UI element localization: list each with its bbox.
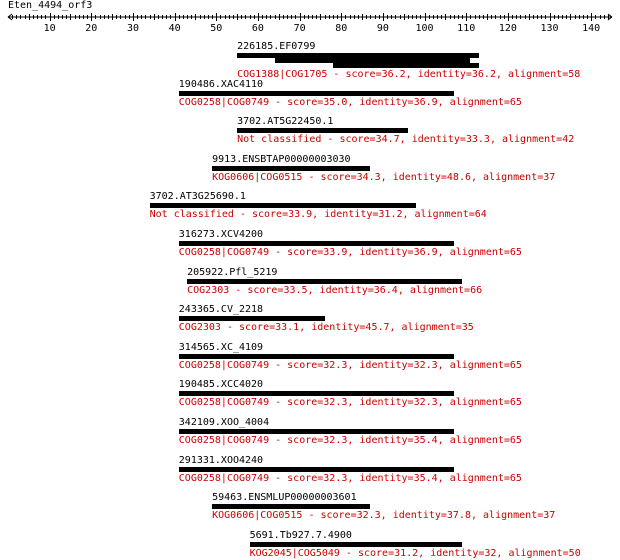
hit-description[interactable]: COG0258|COG0749 - score=35.0, identity=3… — [178, 96, 522, 108]
axis-tick-label: 20 — [85, 23, 97, 34]
hit-description[interactable]: KOG0606|COG0515 - score=34.3, identity=4… — [212, 171, 556, 183]
hit-label[interactable]: 3702.AT5G22450.1 — [237, 116, 334, 128]
hit-alignment-bar[interactable] — [212, 165, 371, 171]
hit-alignment-bar[interactable] — [178, 429, 454, 434]
hit-label[interactable]: 205922.Pfl_5219 — [187, 266, 278, 278]
hit-alignment-bar[interactable] — [212, 504, 371, 510]
axis-tick-label: 140 — [582, 23, 600, 34]
hit-label[interactable]: 190486.XAC4110 — [178, 78, 264, 90]
axis-tick-label: 80 — [335, 23, 347, 34]
hit-alignment-bar[interactable] — [237, 53, 479, 58]
axis-tick-label: 40 — [169, 23, 181, 34]
axis-tick-label: 110 — [457, 23, 475, 34]
hit-description[interactable]: KOG2045|COG5049 - score=31.2, identity=3… — [249, 547, 581, 559]
hit-alignment-bar[interactable] — [178, 316, 325, 322]
axis-tick-label: 90 — [377, 23, 389, 34]
hit-label[interactable]: 243365.CV_2218 — [178, 304, 264, 316]
hit-description[interactable]: COG0258|COG0749 - score=32.3, identity=3… — [178, 435, 522, 446]
hit-description[interactable]: COG1388|COG1705 - score=36.2, identity=3… — [237, 69, 581, 80]
hit-description[interactable]: COG2303 - score=33.5, identity=36.4, ali… — [187, 284, 483, 296]
hit-alignment-bar[interactable] — [332, 63, 479, 68]
hit-label[interactable]: 316273.XCV4200 — [178, 229, 264, 240]
axis-tick-label: 10 — [44, 23, 56, 34]
axis-tick-label: 130 — [540, 23, 558, 34]
hit-alignment-bar[interactable] — [178, 90, 454, 96]
hit-label[interactable]: 342109.XOO_4004 — [178, 417, 270, 428]
hit-label[interactable]: 190485.XCC4020 — [178, 379, 264, 391]
position-axis: 10 20 30 40 50 60 70 80 90 100 110 120 130 140 — [7, 13, 613, 34]
hit-description[interactable]: Not classified - score=34.7, identity=33… — [237, 134, 575, 146]
hit-label[interactable]: 59463.ENSMLUP00000003601 — [212, 492, 357, 504]
hit-description[interactable]: COG0258|COG0749 - score=32.3, identity=3… — [178, 397, 522, 409]
hit-label[interactable]: 3702.AT3G25690.1 — [149, 191, 246, 203]
axis-tick-label: 120 — [499, 23, 517, 34]
hit-alignment-bar[interactable] — [149, 203, 417, 209]
hit-alignment-bar[interactable] — [178, 241, 454, 246]
hit-description[interactable]: COG2303 - score=33.1, identity=45.7, ali… — [178, 322, 474, 334]
hit-alignment-bar[interactable] — [274, 58, 471, 63]
hit-label[interactable]: 226185.EF0799 — [237, 41, 316, 52]
axis-tick-label: 30 — [127, 23, 139, 34]
hit-description[interactable]: COG0258|COG0749 - score=32.3, identity=3… — [178, 359, 522, 371]
axis-arrow-left — [7, 13, 13, 21]
hit-label[interactable]: 314565.XC_4109 — [178, 341, 264, 353]
hit-alignment-bar[interactable] — [178, 353, 454, 359]
hit-alignment-bar[interactable] — [249, 541, 463, 547]
hit-description[interactable]: Not classified - score=33.9, identity=31… — [149, 209, 487, 221]
hit-alignment-bar[interactable] — [178, 391, 454, 397]
hit-alignment-bar[interactable] — [187, 278, 463, 284]
hit-description[interactable]: KOG0606|COG0515 - score=32.3, identity=3… — [212, 510, 556, 522]
axis-tick-label: 100 — [416, 23, 434, 34]
hit-alignment-bar[interactable] — [178, 466, 454, 472]
hit-description[interactable]: COG0258|COG0749 - score=33.9, identity=3… — [178, 247, 522, 258]
hit-label[interactable]: 5691.Tb927.7.4900 — [249, 529, 352, 541]
axis-arrow-right — [607, 13, 613, 21]
axis-tick-label: 60 — [252, 23, 264, 34]
hit-label[interactable]: 9913.ENSBTAP00000003030 — [212, 153, 351, 165]
hit-description[interactable]: COG0258|COG0749 - score=32.3, identity=3… — [178, 472, 522, 484]
hit-alignment-bar[interactable] — [237, 128, 408, 134]
axis-tick-label: 50 — [210, 23, 222, 34]
hit-label[interactable]: 291331.XOO4240 — [178, 454, 264, 466]
query-name: Eten_4494_orf3 — [8, 0, 93, 11]
axis-tick-label: 70 — [294, 23, 306, 34]
